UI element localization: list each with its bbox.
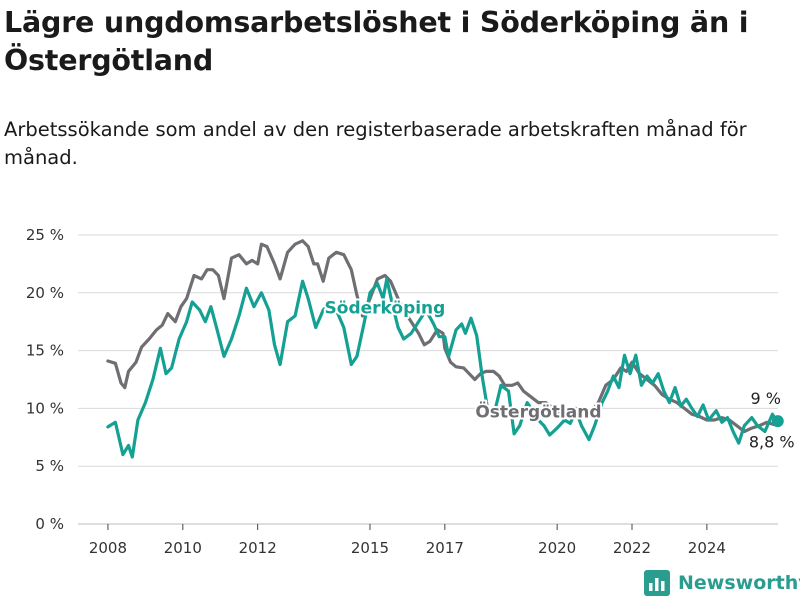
y-tick-label: 0 % bbox=[35, 515, 64, 533]
x-tick-label: 2012 bbox=[239, 539, 277, 557]
gridlines bbox=[78, 234, 778, 525]
soderkoping-line bbox=[106, 277, 784, 459]
x-axis-ticks: 2008 2010 2012 2015 2017 2020 2022 2024 bbox=[89, 524, 726, 557]
x-tick-label: 2024 bbox=[688, 539, 726, 557]
y-tick-label: 15 % bbox=[26, 342, 64, 360]
newsworthy-logo-icon bbox=[644, 570, 670, 596]
x-tick-label: 2017 bbox=[426, 539, 464, 557]
x-tick-label: 2020 bbox=[538, 539, 576, 557]
soderkoping-end-label: 9 % bbox=[751, 389, 781, 408]
ostergotland-series-label: Östergötland bbox=[475, 401, 601, 423]
x-tick-label: 2008 bbox=[89, 539, 127, 557]
y-tick-label: 25 % bbox=[26, 226, 64, 244]
ostergotland-end-label: 8,8 % bbox=[749, 432, 795, 451]
series-lines bbox=[106, 239, 784, 459]
x-tick-label: 2015 bbox=[351, 539, 389, 557]
x-tick-label: 2010 bbox=[164, 539, 202, 557]
y-axis-ticks: 0 % 5 % 10 % 15 % 20 % 25 % bbox=[26, 226, 64, 533]
chart-title: Lägre ungdomsarbetslöshet i Söderköping … bbox=[4, 6, 749, 77]
x-tick-label: 2022 bbox=[613, 539, 651, 557]
y-tick-label: 5 % bbox=[35, 457, 64, 475]
series-labels: 9 % 8,8 % Söderköping Östergötland bbox=[323, 297, 795, 452]
soderkoping-end-point bbox=[771, 415, 784, 428]
y-tick-label: 20 % bbox=[26, 284, 64, 302]
newsworthy-brand: Newsworthy bbox=[644, 570, 800, 596]
y-tick-label: 10 % bbox=[26, 399, 64, 417]
brand-name: Newsworthy bbox=[678, 572, 800, 594]
ostergotland-line bbox=[106, 239, 784, 434]
chart-subtitle: Arbetssökande som andel av den registerb… bbox=[4, 118, 747, 169]
soderkoping-series-label: Söderköping bbox=[325, 299, 446, 319]
